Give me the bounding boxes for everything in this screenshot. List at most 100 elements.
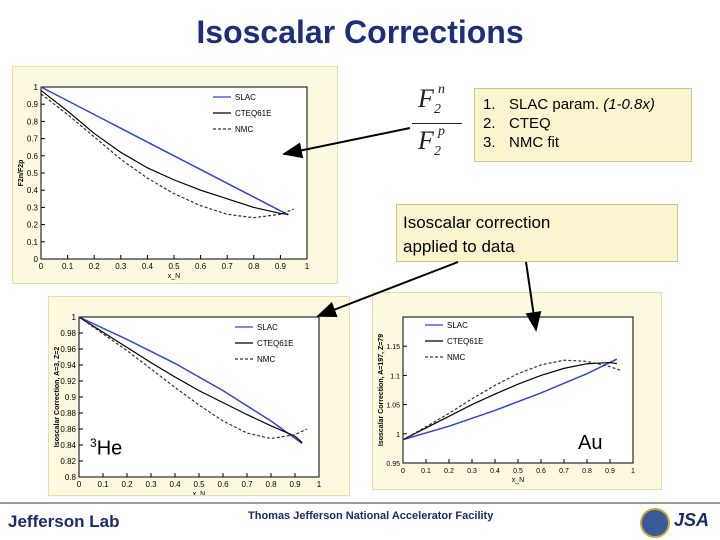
ratio-formula: F 2 n F 2 p <box>412 82 468 164</box>
legend-label: NMC <box>235 125 253 134</box>
x-tick-label: 0.3 <box>145 480 157 489</box>
y-tick-label: 0.9 <box>27 100 39 109</box>
x-tick-label: 0.7 <box>222 262 234 271</box>
y-tick-label: 0.9 <box>65 393 77 402</box>
ratio-num-sub: 2 <box>434 102 441 117</box>
y-tick-label: 0.94 <box>60 361 76 370</box>
x-tick-label: 0.5 <box>168 262 180 271</box>
slide-title: Isoscalar Corrections <box>196 14 524 50</box>
y-tick-label: 0.2 <box>27 221 39 230</box>
facility-name: Thomas Jefferson National Accelerator Fa… <box>248 510 494 522</box>
x-tick-label: 0 <box>77 480 82 489</box>
x-tick-label: 1 <box>305 262 310 271</box>
legend-label: CTEQ61E <box>447 337 483 346</box>
x-tick-label: 0.8 <box>265 480 277 489</box>
methods-callout: 1. SLAC param. (1-0.8x) 2. CTEQ 3. NMC fit <box>474 88 692 162</box>
isoscalar-callout: Isoscalar correction applied to data <box>396 204 678 262</box>
y-tick-label: 0.96 <box>60 345 76 354</box>
plot-area <box>40 86 308 260</box>
ratio-num-sup: n <box>438 82 445 97</box>
x-tick-label: 0.9 <box>289 480 301 489</box>
x-tick-label: 1 <box>317 480 322 489</box>
chart-panel-au: 0 0.1 0.2 0.3 0.4 0.5 0.6 0.7 0.8 0.9 1 0.95 1 1.05 1.… <box>372 292 662 490</box>
x-tick-label: 0.3 <box>115 262 127 271</box>
ratio-den-sub: 2 <box>434 144 441 159</box>
legend-label: SLAC <box>235 93 256 102</box>
series-line-slac <box>402 358 618 441</box>
y-tick-label: 0.98 <box>60 329 76 338</box>
y-tick-label: 0.92 <box>60 377 76 386</box>
x-tick-label: 0.2 <box>444 468 454 475</box>
x-tick-label: 0.6 <box>536 468 546 475</box>
series-line-slac <box>78 316 303 445</box>
series-line-nmc <box>40 93 294 219</box>
x-tick-label: 0.4 <box>169 480 181 489</box>
y-tick-label: 1 <box>396 432 400 439</box>
ratio-numerator: F <box>418 84 434 113</box>
series-line-nmc <box>402 359 622 441</box>
x-tick-label: 0.4 <box>490 468 500 475</box>
legend-label: NMC <box>447 353 465 362</box>
he3-label: 3He <box>90 436 123 460</box>
y-tick-label: 0.88 <box>60 409 76 418</box>
x-tick-label: 0.4 <box>142 262 154 271</box>
x-tick-label: 0.2 <box>121 480 133 489</box>
y-tick-label: 0.8 <box>27 117 39 126</box>
y-axis-label: F2n/F2p <box>18 160 25 187</box>
y-tick-label: 0.1 <box>27 238 39 247</box>
footer-divider <box>0 502 720 504</box>
y-tick-label: 0.86 <box>60 425 76 434</box>
x-tick-label: 0.3 <box>467 468 477 475</box>
y-tick-label: 0.3 <box>27 203 39 212</box>
x-tick-label: 0.8 <box>582 468 592 475</box>
series-line-nmc <box>78 316 308 440</box>
series-line-cteq61e <box>78 316 303 444</box>
legend-label: NMC <box>257 355 275 364</box>
x-axis-label: x_N <box>168 273 180 280</box>
x-tick-label: 0.6 <box>217 480 229 489</box>
chart-panel-he3: 0 0.1 0.2 0.3 0.4 0.5 0.6 0.7 0.8 0.9 1 0.8 0.82 0.84… <box>48 296 350 496</box>
y-tick-label: 0 <box>34 255 39 264</box>
jsa-logo: JSA <box>674 510 710 530</box>
y-tick-label: 0.7 <box>27 135 39 144</box>
au-correction-chart: 0 0.1 0.2 0.3 0.4 0.5 0.6 0.7 0.8 0.9 1 0.95 1 1.05 1.… <box>378 316 635 484</box>
y-tick-label: 1.1 <box>390 373 400 380</box>
y-tick-label: 0.5 <box>27 169 39 178</box>
legend-label: CTEQ61E <box>257 339 293 348</box>
series-line-cteq61e <box>40 89 289 215</box>
x-axis-label: x_N <box>512 477 524 484</box>
y-tick-label: 0.95 <box>386 461 400 468</box>
jefferson-lab-logo: Jefferson Lab <box>8 512 120 531</box>
y-tick-label: 0.82 <box>60 457 76 466</box>
y-tick-label: 1.15 <box>386 344 400 351</box>
y-tick-label: 0.8 <box>65 473 77 482</box>
x-tick-label: 0.8 <box>248 262 260 271</box>
x-tick-label: 0.5 <box>193 480 205 489</box>
ratio-denominator: F <box>418 126 434 155</box>
ratio-chart: 0 0.1 0.2 0.3 0.4 0.5 0.6 0.7 0.8 0.9 1 0 0.1 0.2 0.3 0… <box>18 83 310 280</box>
y-tick-label: 1 <box>34 83 39 92</box>
y-tick-label: 1 <box>72 313 77 322</box>
legend-label: SLAC <box>447 321 468 330</box>
au-label: Au <box>578 432 603 454</box>
x-tick-label: 1 <box>631 468 635 475</box>
x-tick-label: 0.1 <box>62 262 74 271</box>
y-tick-label: 0.6 <box>27 152 39 161</box>
method-item: 1. SLAC param. (1-0.8x) <box>483 96 655 113</box>
ratio-den-sup: p <box>438 124 445 139</box>
x-tick-label: 0.7 <box>559 468 569 475</box>
chart-panel-ratio: 0 0.1 0.2 0.3 0.4 0.5 0.6 0.7 0.8 0.9 1 0 0.1 0.2 0.3 0… <box>12 66 338 284</box>
x-tick-label: 0.7 <box>241 480 253 489</box>
y-tick-label: 1.05 <box>386 403 400 410</box>
methods-list: 1. SLAC param. (1-0.8x) 2. CTEQ 3. NMC fit <box>483 95 655 152</box>
x-tick-label: 0 <box>39 262 44 271</box>
y-tick-label: 0.84 <box>60 441 76 450</box>
y-tick-label: 0.4 <box>27 186 39 195</box>
series-line-slac <box>40 86 289 216</box>
x-tick-label: 0.9 <box>605 468 615 475</box>
legend-label: CTEQ61E <box>235 109 271 118</box>
y-axis-label: Isoscalar Correction, A=3, Z=2 <box>54 347 61 448</box>
he3-correction-chart: 0 0.1 0.2 0.3 0.4 0.5 0.6 0.7 0.8 0.9 1 0.8 0.82 0.84… <box>54 313 322 495</box>
x-tick-label: 0.1 <box>421 468 431 475</box>
x-tick-label: 0.1 <box>97 480 109 489</box>
